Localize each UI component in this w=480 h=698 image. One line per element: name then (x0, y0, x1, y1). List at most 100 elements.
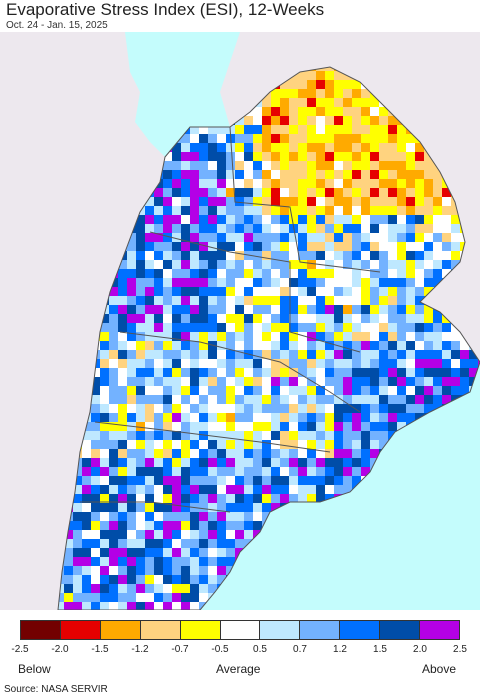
esi-cell (388, 341, 397, 350)
esi-cell (325, 449, 334, 458)
esi-cell (406, 206, 415, 215)
esi-cell (91, 566, 100, 575)
esi-cell (91, 386, 100, 395)
esi-cell (334, 89, 343, 98)
esi-cell (109, 377, 118, 386)
esi-cell (460, 350, 469, 359)
esi-cell (298, 242, 307, 251)
esi-cell (271, 305, 280, 314)
esi-cell (343, 206, 352, 215)
esi-cell (397, 386, 406, 395)
esi-cell (379, 278, 388, 287)
legend-swatch-6 (260, 621, 301, 639)
esi-cell (136, 224, 145, 233)
esi-cell (127, 386, 136, 395)
esi-cell (136, 566, 145, 575)
esi-cell (181, 350, 190, 359)
esi-cell (352, 179, 361, 188)
esi-cell (262, 512, 271, 521)
esi-cell (379, 179, 388, 188)
esi-cell (136, 323, 145, 332)
esi-cell (352, 233, 361, 242)
esi-cell (235, 404, 244, 413)
esi-cell (109, 512, 118, 521)
esi-cell (190, 206, 199, 215)
esi-cell (145, 530, 154, 539)
esi-cell (109, 296, 118, 305)
esi-cell (271, 368, 280, 377)
esi-cell (100, 566, 109, 575)
esi-cell (145, 386, 154, 395)
esi-cell (118, 584, 127, 593)
esi-cell (100, 467, 109, 476)
esi-cell (181, 134, 190, 143)
esi-cell (235, 125, 244, 134)
esi-cell (298, 413, 307, 422)
esi-cell (235, 278, 244, 287)
esi-cell (334, 98, 343, 107)
esi-cell (217, 206, 226, 215)
esi-cell (442, 242, 451, 251)
esi-cell (208, 188, 217, 197)
esi-cell (316, 476, 325, 485)
esi-cell (136, 440, 145, 449)
esi-cell (226, 350, 235, 359)
esi-cell (352, 440, 361, 449)
esi-cell (217, 179, 226, 188)
esi-cell (199, 215, 208, 224)
esi-cell (370, 161, 379, 170)
esi-cell (442, 197, 451, 206)
esi-cell (136, 512, 145, 521)
esi-cell (343, 467, 352, 476)
esi-cell (361, 467, 370, 476)
esi-cell (424, 206, 433, 215)
esi-cell (415, 215, 424, 224)
esi-cell (208, 125, 217, 134)
esi-cell (127, 413, 136, 422)
esi-cell (298, 404, 307, 413)
esi-cell (334, 449, 343, 458)
esi-cell (271, 377, 280, 386)
esi-cell (109, 521, 118, 530)
esi-cell (289, 359, 298, 368)
esi-cell (226, 287, 235, 296)
esi-cell (100, 422, 109, 431)
esi-cell (280, 350, 289, 359)
esi-cell (145, 476, 154, 485)
esi-cell (226, 206, 235, 215)
esi-cell (316, 71, 325, 80)
esi-cell (262, 494, 271, 503)
esi-cell (163, 251, 172, 260)
esi-cell (370, 404, 379, 413)
esi-cell (172, 323, 181, 332)
esi-cell (64, 557, 73, 566)
esi-cell (154, 350, 163, 359)
esi-cell (235, 305, 244, 314)
esi-cell (442, 332, 451, 341)
esi-cell (145, 215, 154, 224)
esi-cell (82, 602, 91, 610)
esi-cell (244, 116, 253, 125)
esi-cell (118, 278, 127, 287)
esi-cell (262, 395, 271, 404)
esi-cell (334, 431, 343, 440)
esi-cell (406, 278, 415, 287)
esi-cell (379, 224, 388, 233)
esi-cell (109, 539, 118, 548)
esi-cell (262, 467, 271, 476)
esi-cell (253, 125, 262, 134)
esi-cell (91, 476, 100, 485)
esi-cell (271, 125, 280, 134)
esi-cell (289, 251, 298, 260)
esi-cell (298, 98, 307, 107)
esi-cell (235, 251, 244, 260)
esi-cell (73, 539, 82, 548)
esi-cell (100, 386, 109, 395)
esi-cell (199, 476, 208, 485)
esi-cell (325, 116, 334, 125)
legend-swatch-7 (300, 621, 341, 639)
esi-cell (217, 215, 226, 224)
esi-cell (442, 188, 451, 197)
esi-cell (145, 251, 154, 260)
esi-cell (172, 170, 181, 179)
